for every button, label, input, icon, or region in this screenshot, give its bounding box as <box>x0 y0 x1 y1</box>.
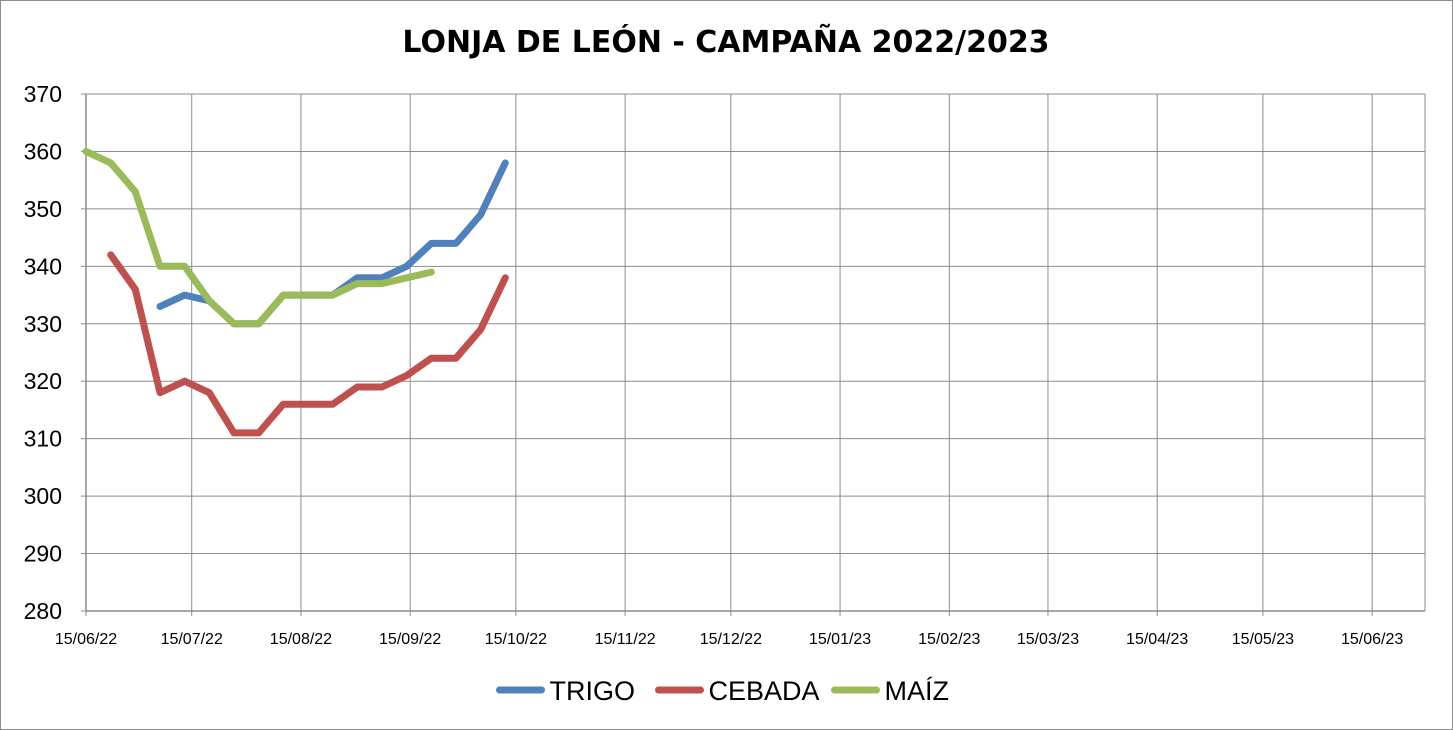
x-tick-label: 15/02/23 <box>918 631 980 648</box>
x-tick-label: 15/04/23 <box>1126 631 1188 648</box>
x-tick-label: 15/01/23 <box>809 631 871 648</box>
x-tick-label: 15/08/22 <box>270 631 332 648</box>
y-tick-label: 350 <box>24 196 62 222</box>
x-tick-label: 15/06/22 <box>55 631 117 648</box>
y-tick-label: 300 <box>24 483 62 509</box>
legend-label-maiz: MAÍZ <box>885 676 950 706</box>
y-tick-label: 330 <box>24 311 62 337</box>
y-tick-label: 320 <box>24 368 62 394</box>
x-tick-label: 15/07/22 <box>161 631 223 648</box>
legend-label-cebada: CEBADA <box>709 676 820 706</box>
x-tick-label: 15/09/22 <box>379 631 441 648</box>
x-tick-label: 15/06/23 <box>1341 631 1403 648</box>
series-lines <box>82 147 509 437</box>
x-tick-label: 15/11/22 <box>595 631 656 648</box>
series-line-cebada <box>107 251 509 437</box>
legend-label-trigo: TRIGO <box>550 676 636 706</box>
y-tick-label: 360 <box>24 138 62 164</box>
y-tick-label: 340 <box>24 253 62 279</box>
x-tick-label: 15/10/22 <box>485 631 547 648</box>
series-line-maiz <box>82 147 435 328</box>
y-tick-label: 290 <box>24 541 62 567</box>
axes <box>85 94 1425 612</box>
gridlines <box>86 93 1426 611</box>
x-tick-label: 15/12/22 <box>700 631 762 648</box>
y-axis-ticks: 280 290 300 310 320 330 340 350 360 370 <box>24 81 86 624</box>
y-tick-label: 310 <box>24 426 62 452</box>
x-axis-ticks: 15/06/22 15/07/22 15/08/22 15/09/22 15/10/22… <box>55 611 1403 648</box>
x-tick-label: 15/03/23 <box>1017 631 1079 648</box>
y-tick-label: 370 <box>24 81 62 107</box>
chart-title: LONJA DE LEÓN - CAMPAÑA 2022/2023 <box>402 23 1049 60</box>
x-tick-label: 15/05/23 <box>1232 631 1294 648</box>
legend: TRIGO CEBADA MAÍZ <box>496 676 950 706</box>
y-tick-label: 280 <box>24 598 62 624</box>
